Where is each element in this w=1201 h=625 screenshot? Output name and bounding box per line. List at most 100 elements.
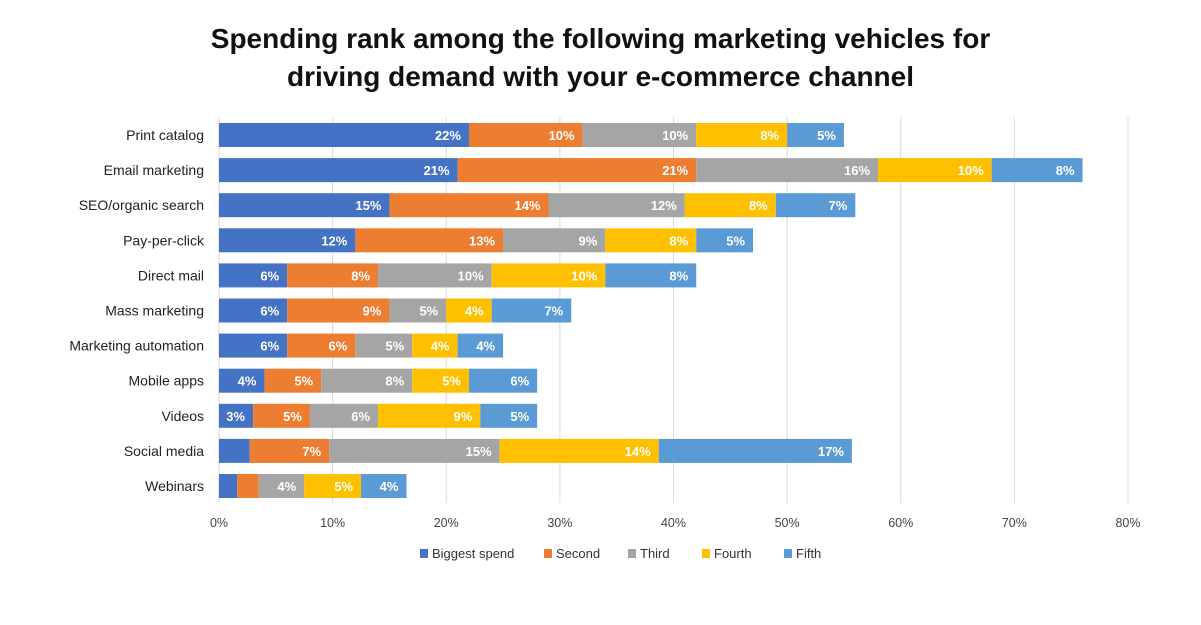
data-label: 10% <box>571 268 597 283</box>
bar-segment <box>457 333 504 358</box>
data-label: 5% <box>419 304 438 319</box>
bar-segment <box>457 158 697 183</box>
data-label: 8% <box>385 374 404 389</box>
bar-segment <box>605 228 697 253</box>
bar-segment <box>287 298 390 323</box>
data-label: 4% <box>380 479 399 494</box>
bar-segment <box>237 474 259 498</box>
legend-swatch <box>784 549 792 558</box>
bar-segment <box>468 123 583 147</box>
data-label: 8% <box>1056 163 1075 178</box>
legend-label: Fifth <box>796 546 821 561</box>
data-label: 17% <box>818 444 844 459</box>
bar-segment <box>361 474 407 498</box>
data-label: 5% <box>817 128 836 143</box>
bar-segment <box>304 474 362 498</box>
bar-segment <box>219 263 288 288</box>
bar-segment <box>287 263 379 288</box>
data-label: 5% <box>726 233 745 248</box>
bar-segment <box>219 403 254 428</box>
data-label: 8% <box>351 268 370 283</box>
data-label: 4% <box>238 374 257 389</box>
category-label: Direct mail <box>138 267 204 283</box>
data-label: 4% <box>431 339 450 354</box>
bar-segment <box>684 193 776 218</box>
category-label: Marketing automation <box>69 338 204 354</box>
data-label: 15% <box>466 444 492 459</box>
data-label: 3% <box>226 409 245 424</box>
bar-segment <box>309 403 379 428</box>
data-label: 7% <box>302 444 321 459</box>
bar-segment <box>219 228 356 253</box>
data-label: 8% <box>749 198 768 213</box>
chart-title-line-1: Spending rank among the following market… <box>210 23 991 54</box>
bar-segment <box>991 158 1083 183</box>
bar-segment <box>499 438 659 463</box>
bar-segment <box>253 403 310 428</box>
bar-segment <box>219 298 288 323</box>
bar-segment <box>491 298 572 323</box>
data-label: 21% <box>662 163 688 178</box>
category-label: Print catalog <box>126 127 204 143</box>
data-label: 5% <box>442 374 461 389</box>
bar-segment <box>219 123 469 147</box>
category-label: Mobile apps <box>129 373 205 389</box>
data-label: 8% <box>669 268 688 283</box>
data-label: 7% <box>829 198 848 213</box>
data-label: 12% <box>321 233 347 248</box>
bar-segment <box>287 333 356 358</box>
bar-segment <box>582 123 697 147</box>
legend-swatch <box>544 549 552 558</box>
bar-segment <box>355 333 413 358</box>
data-label: 5% <box>294 374 313 389</box>
bar-segment <box>321 368 413 393</box>
category-label: Email marketing <box>104 162 204 178</box>
x-tick-label: 80% <box>1115 516 1140 530</box>
bar-segment <box>355 228 504 253</box>
x-tick-label: 50% <box>775 516 800 530</box>
x-tick-label: 30% <box>547 516 572 530</box>
data-label: 10% <box>458 268 484 283</box>
legend-label: Third <box>640 546 670 561</box>
data-label: 9% <box>454 409 473 424</box>
bar-segment <box>219 193 390 218</box>
bar-segment <box>412 333 458 358</box>
data-label: 15% <box>355 198 381 213</box>
category-label: Pay-per-click <box>123 232 205 248</box>
legend-label: Second <box>556 546 600 561</box>
bar-segment <box>249 438 330 463</box>
legend-swatch <box>702 549 710 558</box>
data-label: 6% <box>260 339 279 354</box>
data-label: 22% <box>435 128 461 143</box>
data-label: 9% <box>579 233 598 248</box>
chart-title: Spending rank among the following market… <box>0 20 1201 96</box>
bar-segment <box>480 403 538 428</box>
bar-segment <box>219 333 288 358</box>
x-tick-label: 20% <box>434 516 459 530</box>
data-label: 5% <box>510 409 529 424</box>
bar-segment <box>775 193 856 218</box>
data-label: 13% <box>469 233 495 248</box>
data-label: 14% <box>625 444 651 459</box>
category-label: Social media <box>124 443 204 459</box>
data-label: 10% <box>958 163 984 178</box>
data-label: 9% <box>363 304 382 319</box>
bar-segment <box>491 263 606 288</box>
data-label: 16% <box>844 163 870 178</box>
category-label: SEO/organic search <box>79 197 204 213</box>
chart-title-line-2: driving demand with your e-commerce chan… <box>286 61 915 92</box>
bar-segment <box>696 123 788 147</box>
legend-swatch <box>420 549 428 558</box>
data-label: 10% <box>662 128 688 143</box>
data-label: 5% <box>334 479 353 494</box>
category-label: Mass marketing <box>105 303 204 319</box>
bar-segment <box>219 438 250 463</box>
data-label: 8% <box>669 233 688 248</box>
data-label: 8% <box>760 128 779 143</box>
category-label: Webinars <box>145 478 204 494</box>
bar-segment <box>378 403 481 428</box>
data-label: 6% <box>260 268 279 283</box>
data-label: 6% <box>510 374 529 389</box>
bar-segment <box>378 263 492 288</box>
